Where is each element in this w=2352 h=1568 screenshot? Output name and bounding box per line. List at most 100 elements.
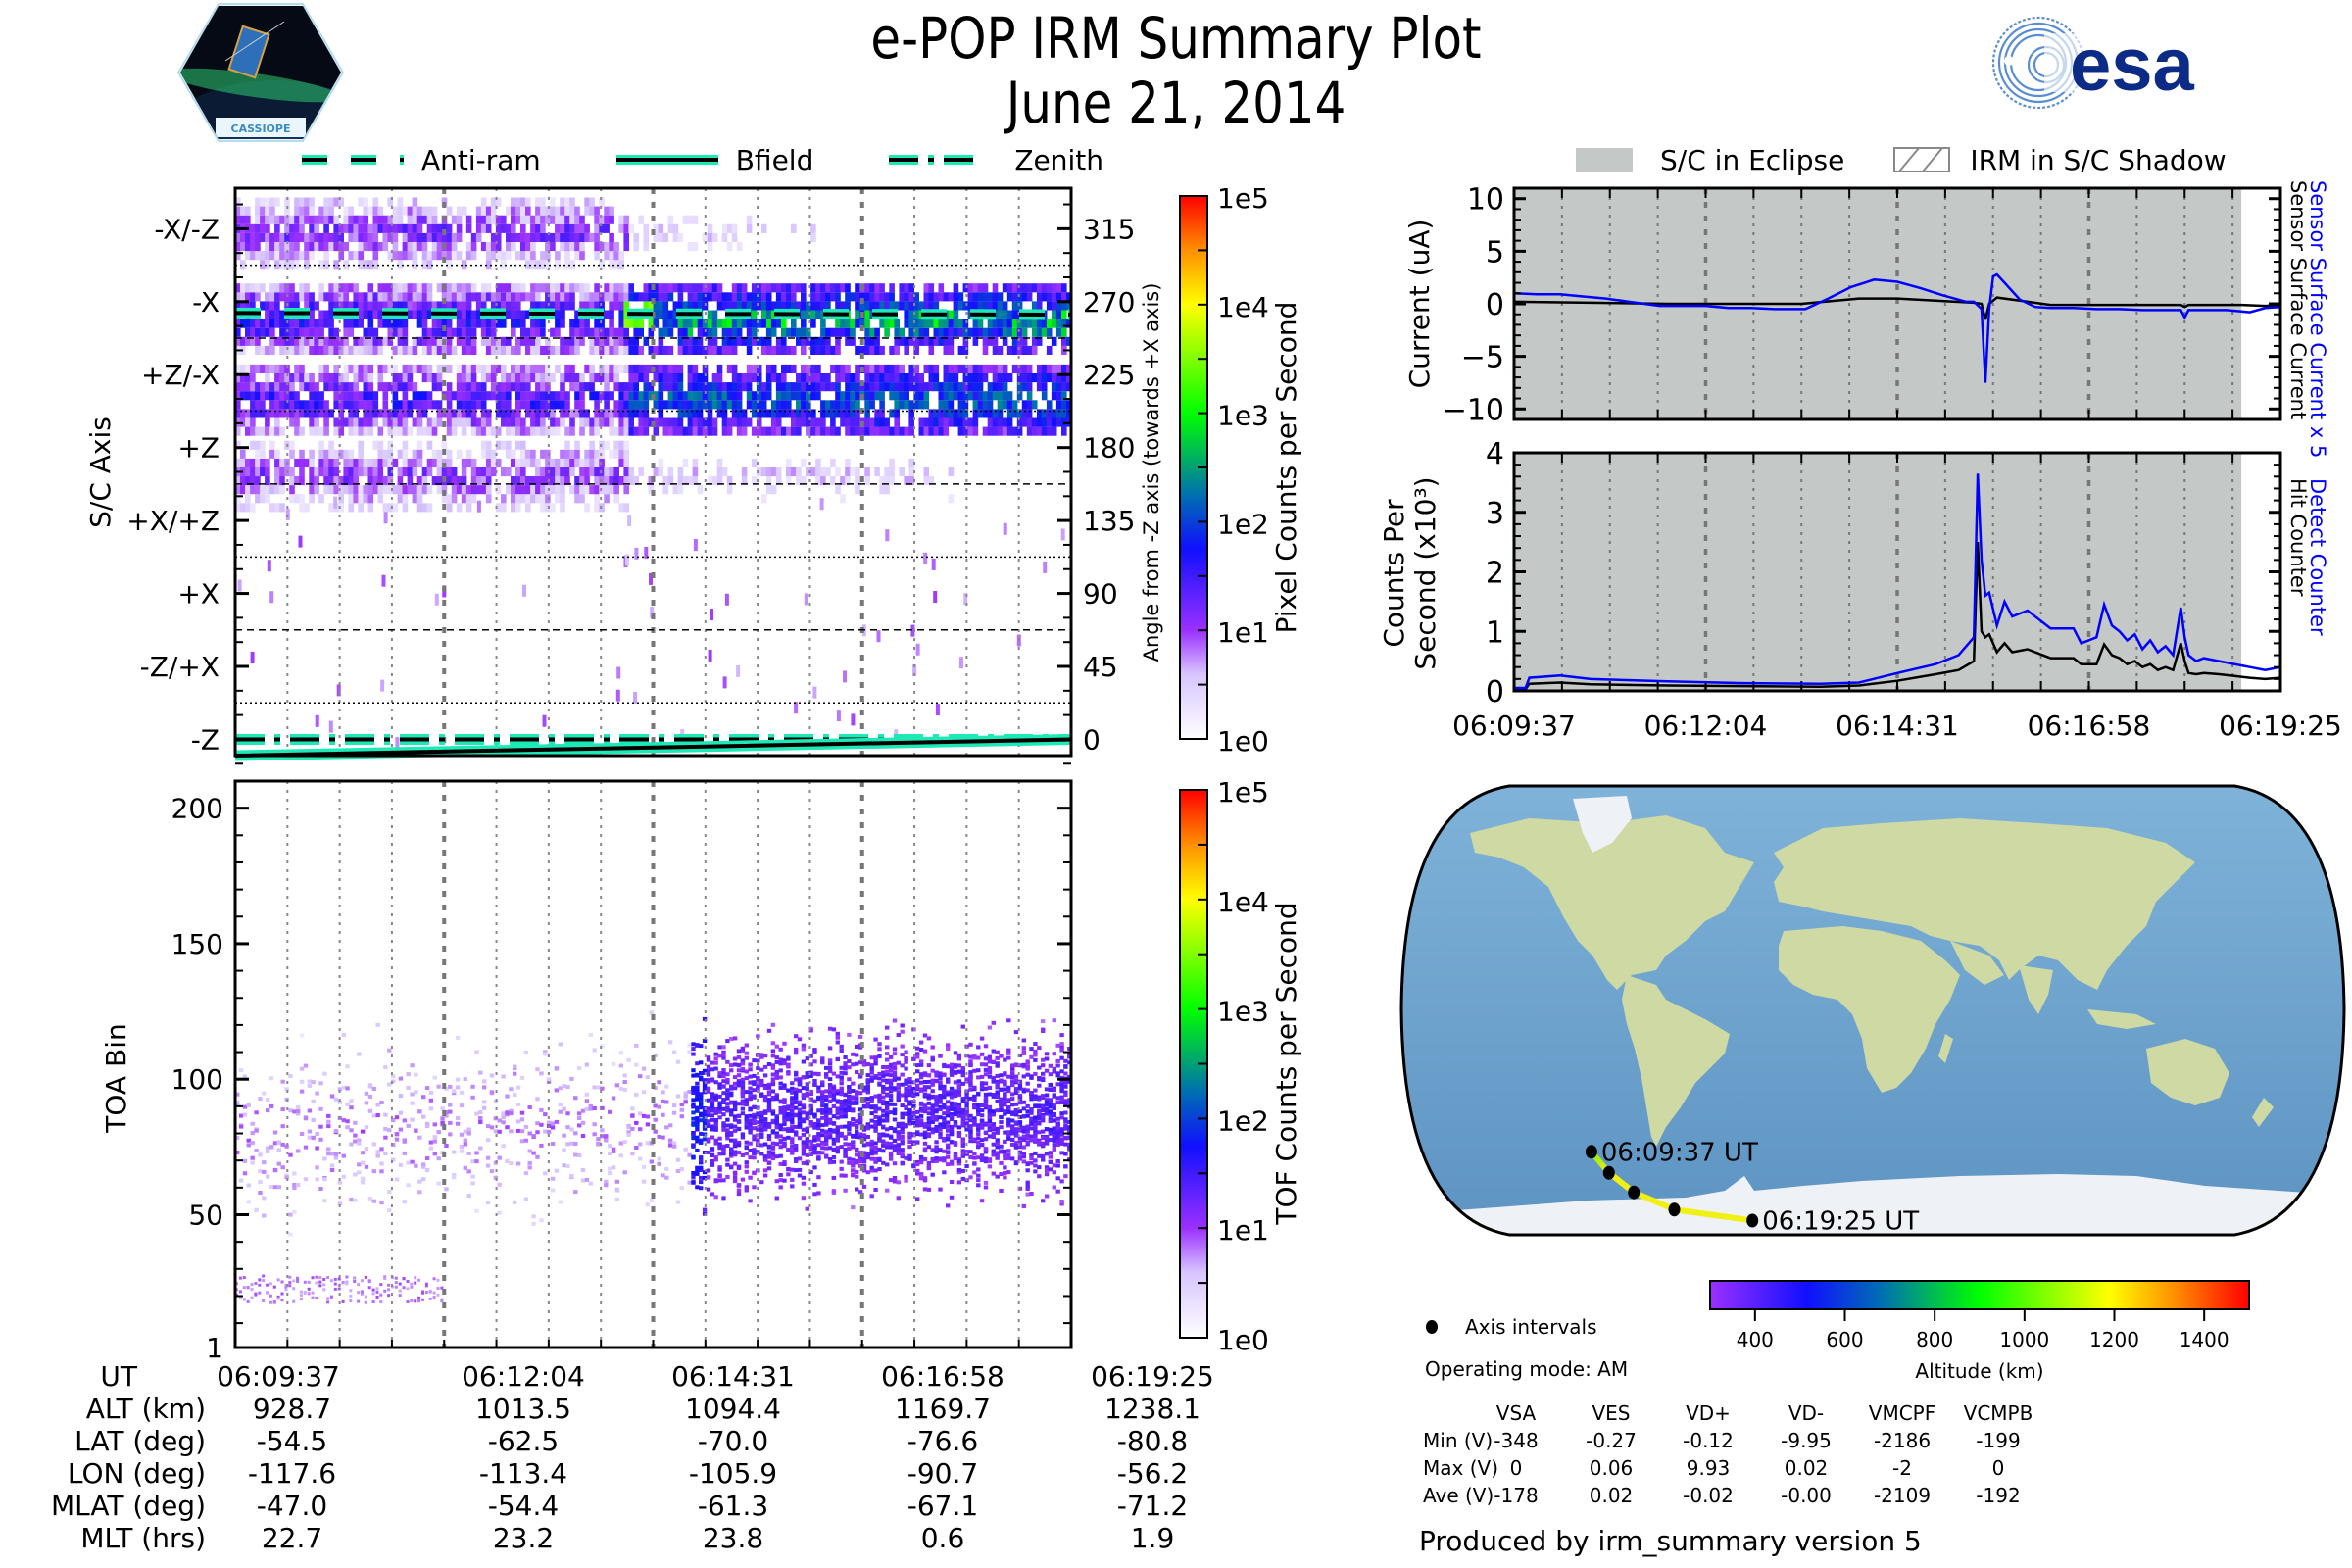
heatmap-cell bbox=[475, 400, 482, 410]
heatmap-cell bbox=[894, 364, 900, 373]
heatmap-cell bbox=[289, 327, 295, 337]
heatmap-cell bbox=[594, 283, 600, 293]
heatmap-cell bbox=[368, 242, 374, 252]
heatmap-cell bbox=[328, 503, 334, 513]
heatmap-cell bbox=[687, 292, 694, 302]
heatmap-cell bbox=[539, 1071, 544, 1076]
heatmap-cell bbox=[245, 364, 251, 373]
pixel-grid bbox=[235, 188, 1071, 756]
heatmap-cell bbox=[515, 283, 521, 293]
heatmap-cell bbox=[336, 684, 341, 697]
heatmap-cell bbox=[751, 292, 758, 302]
heatmap-cell bbox=[658, 292, 664, 302]
heatmap-cell bbox=[778, 1153, 783, 1158]
heatmap-cell bbox=[545, 336, 551, 346]
heatmap-cell bbox=[661, 1099, 665, 1103]
heatmap-cell bbox=[716, 382, 723, 392]
heatmap-cell bbox=[392, 458, 399, 467]
heatmap-cell bbox=[658, 467, 664, 477]
heatmap-cell bbox=[1036, 318, 1043, 328]
heatmap-cell bbox=[997, 345, 1004, 355]
heatmap-cell bbox=[304, 197, 310, 207]
heatmap-cell bbox=[506, 223, 512, 233]
heatmap-cell bbox=[797, 1037, 803, 1042]
heatmap-cell bbox=[623, 458, 629, 467]
heatmap-cell bbox=[569, 1141, 574, 1146]
heatmap-cell bbox=[284, 1087, 289, 1092]
heatmap-cell bbox=[377, 449, 384, 459]
heatmap-cell bbox=[318, 283, 324, 293]
heatmap-cell bbox=[392, 345, 399, 355]
heatmap-cell bbox=[338, 476, 344, 486]
heatmap-cell bbox=[377, 318, 384, 328]
heatmap-cell bbox=[294, 232, 300, 242]
heatmap-cell bbox=[289, 301, 295, 311]
heatmap-cell bbox=[668, 1143, 673, 1148]
heatmap-cell bbox=[805, 1161, 809, 1166]
heatmap-cell bbox=[540, 409, 546, 418]
heatmap-cell bbox=[874, 373, 880, 383]
heatmap-cell bbox=[289, 223, 295, 233]
heatmap-cell bbox=[687, 336, 694, 346]
heatmap-cell bbox=[304, 382, 310, 392]
heatmap-cell bbox=[402, 242, 409, 252]
heatmap-cell bbox=[284, 232, 290, 242]
heatmap-cell bbox=[338, 283, 344, 293]
heatmap-cell bbox=[859, 382, 865, 392]
heatmap-cell bbox=[364, 1125, 369, 1130]
heatmap-cell bbox=[426, 310, 433, 319]
heatmap-cell bbox=[560, 197, 565, 207]
heatmap-cell bbox=[525, 426, 531, 436]
heatmap-cell bbox=[565, 1164, 570, 1168]
heatmap-cell bbox=[797, 1118, 803, 1122]
heatmap-cell bbox=[250, 409, 256, 418]
heatmap-cell bbox=[274, 503, 280, 513]
heatmap-cell bbox=[569, 1173, 574, 1178]
heatmap-cell bbox=[713, 1066, 718, 1071]
heatmap-cell bbox=[584, 503, 590, 513]
heatmap-cell bbox=[511, 494, 516, 504]
heatmap-cell bbox=[618, 345, 624, 355]
heatmap-cell bbox=[550, 391, 556, 401]
heatmap-cell bbox=[751, 301, 758, 311]
heatmap-cell bbox=[515, 1085, 521, 1090]
heatmap-cell bbox=[349, 1198, 354, 1202]
heatmap-cell bbox=[713, 1155, 718, 1159]
heatmap-cell bbox=[262, 1169, 267, 1174]
heatmap-cell bbox=[392, 409, 399, 418]
heatmap-cell bbox=[414, 1163, 418, 1168]
heatmap-cell bbox=[677, 467, 684, 477]
heatmap-cell bbox=[633, 364, 639, 373]
heatmap-cell bbox=[530, 458, 536, 467]
heatmap-cell bbox=[328, 197, 334, 207]
heatmap-cell bbox=[353, 364, 359, 373]
heatmap-cell bbox=[845, 301, 851, 311]
heatmap-cell bbox=[613, 467, 619, 477]
heatmap-cell bbox=[397, 223, 404, 233]
heatmap-cell bbox=[421, 373, 428, 383]
heatmap-cell bbox=[569, 1076, 574, 1081]
heatmap-cell bbox=[506, 400, 512, 410]
heatmap-cell bbox=[957, 382, 964, 392]
heatmap-cell bbox=[908, 301, 914, 311]
heatmap-cell bbox=[972, 400, 979, 410]
heatmap-cell bbox=[519, 1117, 525, 1122]
heatmap-cell bbox=[729, 1138, 734, 1143]
heatmap-cell bbox=[648, 327, 655, 337]
heatmap-cell bbox=[530, 251, 536, 261]
heatmap-cell bbox=[543, 1112, 548, 1117]
heatmap-cell bbox=[879, 417, 885, 427]
heatmap-cell bbox=[584, 458, 590, 467]
heatmap-cell bbox=[987, 417, 994, 427]
heatmap-cell bbox=[1021, 382, 1028, 392]
heatmap-cell bbox=[962, 373, 969, 383]
heatmap-cell bbox=[908, 310, 914, 319]
heatmap-cell bbox=[520, 400, 526, 410]
heatmap-cell bbox=[245, 485, 251, 495]
heatmap-cell bbox=[303, 1280, 307, 1284]
heatmap-cell bbox=[1041, 426, 1048, 436]
heatmap-cell bbox=[904, 301, 909, 311]
heatmap-cell bbox=[265, 485, 270, 495]
heatmap-cell bbox=[770, 467, 777, 477]
